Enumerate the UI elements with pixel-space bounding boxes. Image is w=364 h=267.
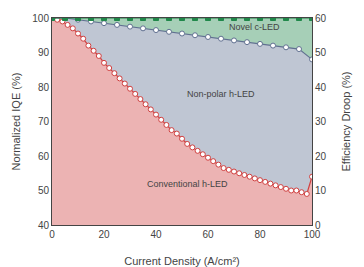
svg-text:Novel c-LED: Novel c-LED bbox=[229, 22, 280, 32]
svg-text:100: 100 bbox=[304, 229, 321, 240]
svg-text:10: 10 bbox=[315, 185, 327, 196]
svg-text:Non-polar h-LED: Non-polar h-LED bbox=[187, 89, 255, 99]
svg-text:70: 70 bbox=[38, 116, 50, 127]
svg-text:20: 20 bbox=[98, 229, 110, 240]
svg-text:80: 80 bbox=[38, 82, 50, 93]
svg-text:0: 0 bbox=[315, 220, 321, 231]
svg-text:Current Density (A/cm²): Current Density (A/cm²) bbox=[124, 255, 240, 267]
svg-text:50: 50 bbox=[38, 185, 50, 196]
svg-text:60: 60 bbox=[315, 13, 327, 24]
svg-text:80: 80 bbox=[254, 229, 266, 240]
svg-text:90: 90 bbox=[38, 47, 50, 58]
svg-text:30: 30 bbox=[315, 116, 327, 127]
svg-text:Normalized IQE (%): Normalized IQE (%) bbox=[10, 73, 22, 171]
svg-text:Efficiency Droop (%): Efficiency Droop (%) bbox=[340, 71, 352, 171]
svg-text:100: 100 bbox=[32, 13, 49, 24]
svg-text:40: 40 bbox=[150, 229, 162, 240]
svg-text:60: 60 bbox=[202, 229, 214, 240]
svg-text:20: 20 bbox=[315, 151, 327, 162]
svg-text:60: 60 bbox=[38, 151, 50, 162]
svg-text:50: 50 bbox=[315, 47, 327, 58]
svg-text:40: 40 bbox=[315, 82, 327, 93]
svg-text:Conventional h-LED: Conventional h-LED bbox=[147, 179, 228, 189]
svg-text:40: 40 bbox=[38, 220, 50, 231]
svg-text:0: 0 bbox=[49, 229, 55, 240]
